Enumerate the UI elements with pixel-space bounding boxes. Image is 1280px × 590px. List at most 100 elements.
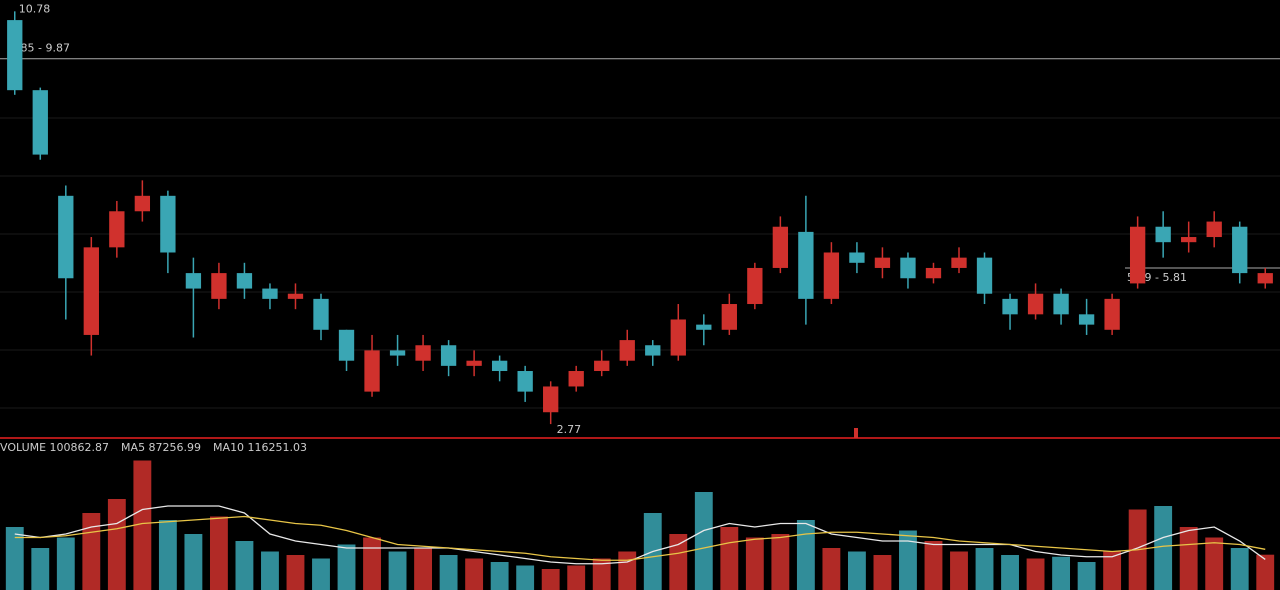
volume-bar <box>1230 548 1249 590</box>
volume-bar <box>82 513 101 590</box>
candle-body <box>874 257 891 268</box>
volume-bar <box>235 541 254 590</box>
volume-bar <box>261 551 279 590</box>
candle-body <box>619 340 635 361</box>
candle-body <box>389 350 406 356</box>
volume-bar <box>286 555 305 590</box>
volume-bar <box>337 544 356 590</box>
candle-body <box>58 195 74 279</box>
candle-body <box>1257 273 1273 284</box>
candle-body <box>1206 221 1222 238</box>
volume-bar <box>5 527 24 590</box>
candle-body <box>925 267 942 279</box>
volume-bar <box>1077 562 1096 590</box>
candle-body <box>185 273 202 289</box>
volume-bar <box>465 558 484 590</box>
candle-body <box>7 20 23 91</box>
volume-bar <box>107 499 126 590</box>
candle-body <box>134 195 151 212</box>
candle-body <box>415 345 431 361</box>
candle-body <box>1027 293 1044 315</box>
volume-bar <box>1154 506 1173 590</box>
volume-legend-item: MA5 87256.99 <box>121 441 201 454</box>
volume-bar <box>618 551 637 590</box>
volume-bar <box>439 555 458 590</box>
candle-body <box>313 298 329 330</box>
volume-bar <box>31 548 50 590</box>
candle-body <box>747 267 763 305</box>
volume-bar <box>592 558 611 590</box>
candle-body <box>338 329 355 361</box>
low-label: 2.77 <box>557 423 582 436</box>
candle-body <box>798 231 814 299</box>
candle-body <box>109 211 125 248</box>
candle-body <box>1104 298 1120 330</box>
candle-body <box>83 247 99 335</box>
separator-marker <box>854 428 858 438</box>
volume-bar <box>975 548 994 590</box>
candle-body <box>696 324 712 330</box>
volume-ma5-line <box>14 505 1266 565</box>
candle-body <box>1155 226 1171 243</box>
volume-bar <box>209 516 228 590</box>
candle-body <box>543 386 559 413</box>
candle-body <box>568 371 584 387</box>
candle-body <box>849 252 865 263</box>
candle-body <box>262 288 278 299</box>
candle-body <box>721 304 737 330</box>
volume-bar <box>745 537 764 590</box>
candle-body <box>976 257 993 294</box>
volume-ma10-line <box>14 515 1266 561</box>
volume-bar <box>822 548 841 590</box>
candle-body <box>1181 237 1197 243</box>
volume-bar <box>669 534 688 590</box>
candle-body <box>287 293 304 299</box>
candle-body <box>364 350 380 392</box>
candle-body <box>1232 226 1248 274</box>
volume-bar <box>363 537 381 590</box>
volume-bar <box>873 555 892 590</box>
candle-body <box>211 273 227 299</box>
volume-bar <box>541 569 560 590</box>
candle-body <box>951 257 967 268</box>
volume-bar <box>1052 556 1071 590</box>
volume-bar <box>771 534 790 590</box>
volume-bar <box>388 551 407 590</box>
volume-bar <box>184 534 203 590</box>
candle-body <box>1129 226 1146 284</box>
volume-bar <box>924 541 943 590</box>
price-grid <box>0 117 1280 409</box>
volume-bar <box>1256 554 1275 590</box>
volume-bar <box>847 551 866 590</box>
volume-legend-item: VOLUME 100862.87 <box>0 441 109 454</box>
volume-bar <box>1205 537 1224 590</box>
candle-body <box>670 319 686 356</box>
candle-body <box>772 226 789 268</box>
volume-bar <box>490 562 509 590</box>
candle-body <box>1002 298 1018 315</box>
candle-body <box>645 345 661 356</box>
candle-body <box>594 360 610 372</box>
volume-bar <box>158 520 177 590</box>
volume-bar <box>720 527 739 590</box>
volume-bar <box>694 492 713 590</box>
volume-bar <box>516 565 535 590</box>
high-label: 10.78 <box>19 2 51 15</box>
volume-bar <box>796 520 815 590</box>
candle-body <box>236 273 253 289</box>
volume-bar <box>1103 551 1122 590</box>
volume-bar <box>1001 555 1019 590</box>
candle-body <box>160 195 176 253</box>
volume-bar <box>1026 558 1045 590</box>
volume-bar <box>312 558 330 590</box>
candle-body <box>32 90 48 155</box>
candle-body <box>491 360 508 372</box>
volume-bar <box>567 565 586 590</box>
volume-bar <box>1179 527 1198 590</box>
volume-bar <box>899 530 917 590</box>
candle-body <box>1078 314 1095 325</box>
candle-body <box>440 345 457 366</box>
volume-legend-item: MA10 116251.03 <box>213 441 307 454</box>
candle-body <box>517 371 533 392</box>
